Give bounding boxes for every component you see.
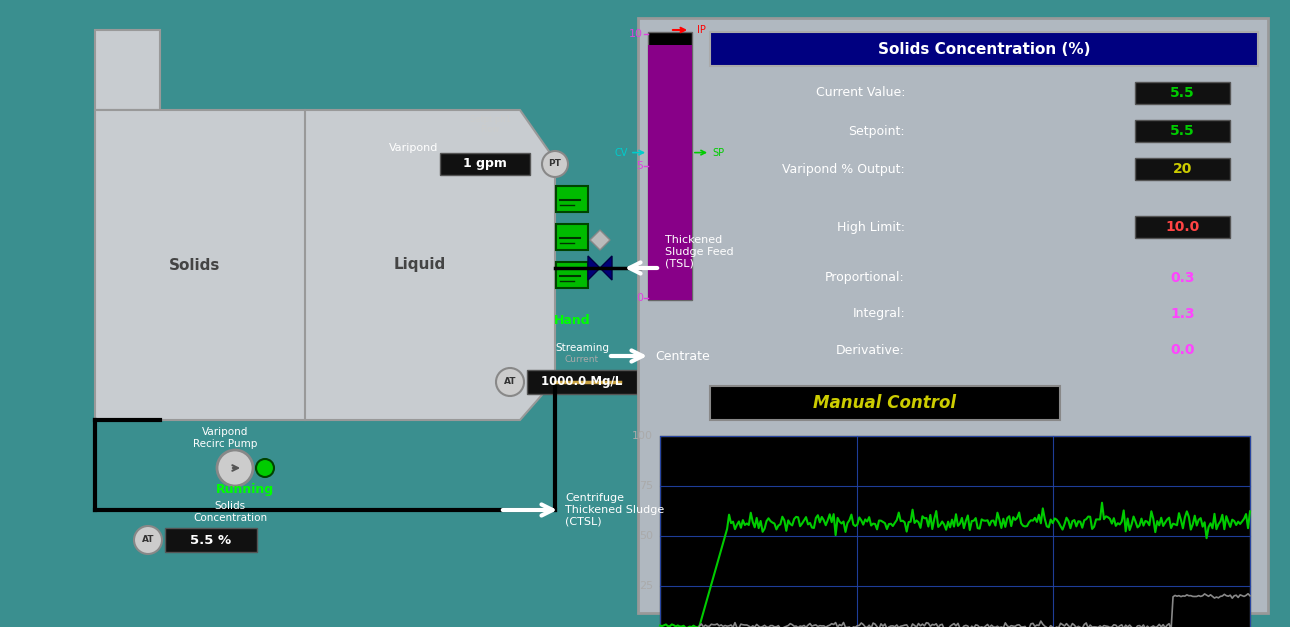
Bar: [1135, 82, 1229, 104]
Circle shape: [542, 151, 568, 177]
Text: Integral:: Integral:: [853, 307, 906, 320]
Text: Centrifuge
Thickened Sludge
(CTSL): Centrifuge Thickened Sludge (CTSL): [565, 493, 664, 527]
Text: Hand: Hand: [553, 314, 591, 327]
Text: 0.0: 0.0: [1170, 343, 1195, 357]
Bar: [639, 18, 1268, 613]
Text: SP: SP: [712, 147, 724, 157]
Text: 25: 25: [639, 581, 653, 591]
Bar: [556, 224, 588, 250]
Polygon shape: [95, 110, 555, 420]
Text: 0: 0: [636, 293, 642, 303]
Polygon shape: [588, 256, 600, 280]
Text: 10: 10: [630, 29, 642, 39]
Text: 0.3: 0.3: [1170, 271, 1195, 285]
Text: Flow: Flow: [480, 125, 499, 135]
Bar: [528, 370, 637, 394]
Bar: [710, 32, 1258, 66]
Bar: [556, 262, 588, 288]
Text: 75: 75: [639, 481, 653, 491]
Text: IP: IP: [697, 25, 706, 35]
Text: Running: Running: [215, 483, 273, 497]
Bar: [648, 45, 691, 300]
Bar: [1135, 216, 1229, 238]
Bar: [648, 32, 691, 300]
Text: Varipond % Output:: Varipond % Output:: [782, 162, 906, 176]
Circle shape: [255, 459, 273, 477]
Text: Varipond: Varipond: [388, 143, 439, 153]
Text: 5.5: 5.5: [1170, 124, 1195, 138]
Bar: [95, 30, 160, 110]
Bar: [710, 386, 1060, 420]
Circle shape: [495, 368, 524, 396]
Bar: [660, 436, 1250, 627]
Text: 1.3: 1.3: [1170, 307, 1195, 321]
Text: Proportional:: Proportional:: [826, 271, 906, 285]
Text: Varipond
Recirc Pump: Varipond Recirc Pump: [192, 427, 257, 449]
Text: Liquid: Liquid: [393, 258, 446, 273]
Text: 10.0: 10.0: [1165, 220, 1200, 234]
Text: Streaming: Streaming: [555, 343, 609, 353]
Text: Manual Control: Manual Control: [814, 394, 957, 412]
Text: AT: AT: [142, 535, 155, 544]
Text: 20: 20: [1173, 162, 1192, 176]
Text: PT: PT: [548, 159, 561, 169]
Polygon shape: [600, 256, 611, 280]
Text: Current: Current: [565, 356, 599, 364]
Circle shape: [134, 526, 163, 554]
Text: Solids: Solids: [169, 258, 221, 273]
Text: CV: CV: [614, 147, 628, 157]
Text: 1000.0 Mg/L: 1000.0 Mg/L: [542, 376, 623, 389]
Text: 100: 100: [632, 431, 653, 441]
Text: Centrate: Centrate: [655, 349, 710, 362]
Bar: [440, 153, 530, 175]
Text: Derivative:: Derivative:: [836, 344, 906, 357]
Bar: [1135, 120, 1229, 142]
Text: Solids
Concentration: Solids Concentration: [194, 501, 267, 523]
Text: Thickened
Sludge Feed
(TSL): Thickened Sludge Feed (TSL): [666, 235, 734, 268]
Bar: [165, 528, 257, 552]
Bar: [556, 186, 588, 212]
Text: 50: 50: [639, 531, 653, 541]
Text: 1 gpm: 1 gpm: [463, 157, 507, 171]
Text: 5: 5: [636, 161, 642, 171]
Text: Solids Concentration (%): Solids Concentration (%): [877, 41, 1090, 56]
Polygon shape: [590, 230, 610, 250]
Text: Setpoint:: Setpoint:: [849, 125, 906, 137]
Text: Current Value:: Current Value:: [815, 87, 906, 100]
Text: 5.5 %: 5.5 %: [191, 534, 232, 547]
Bar: [1135, 158, 1229, 180]
Text: AT: AT: [504, 377, 516, 386]
Text: High Limit:: High Limit:: [837, 221, 906, 233]
Text: Setpt ph1: Setpt ph1: [470, 115, 511, 125]
Text: 5.5: 5.5: [1170, 86, 1195, 100]
Circle shape: [217, 450, 253, 486]
